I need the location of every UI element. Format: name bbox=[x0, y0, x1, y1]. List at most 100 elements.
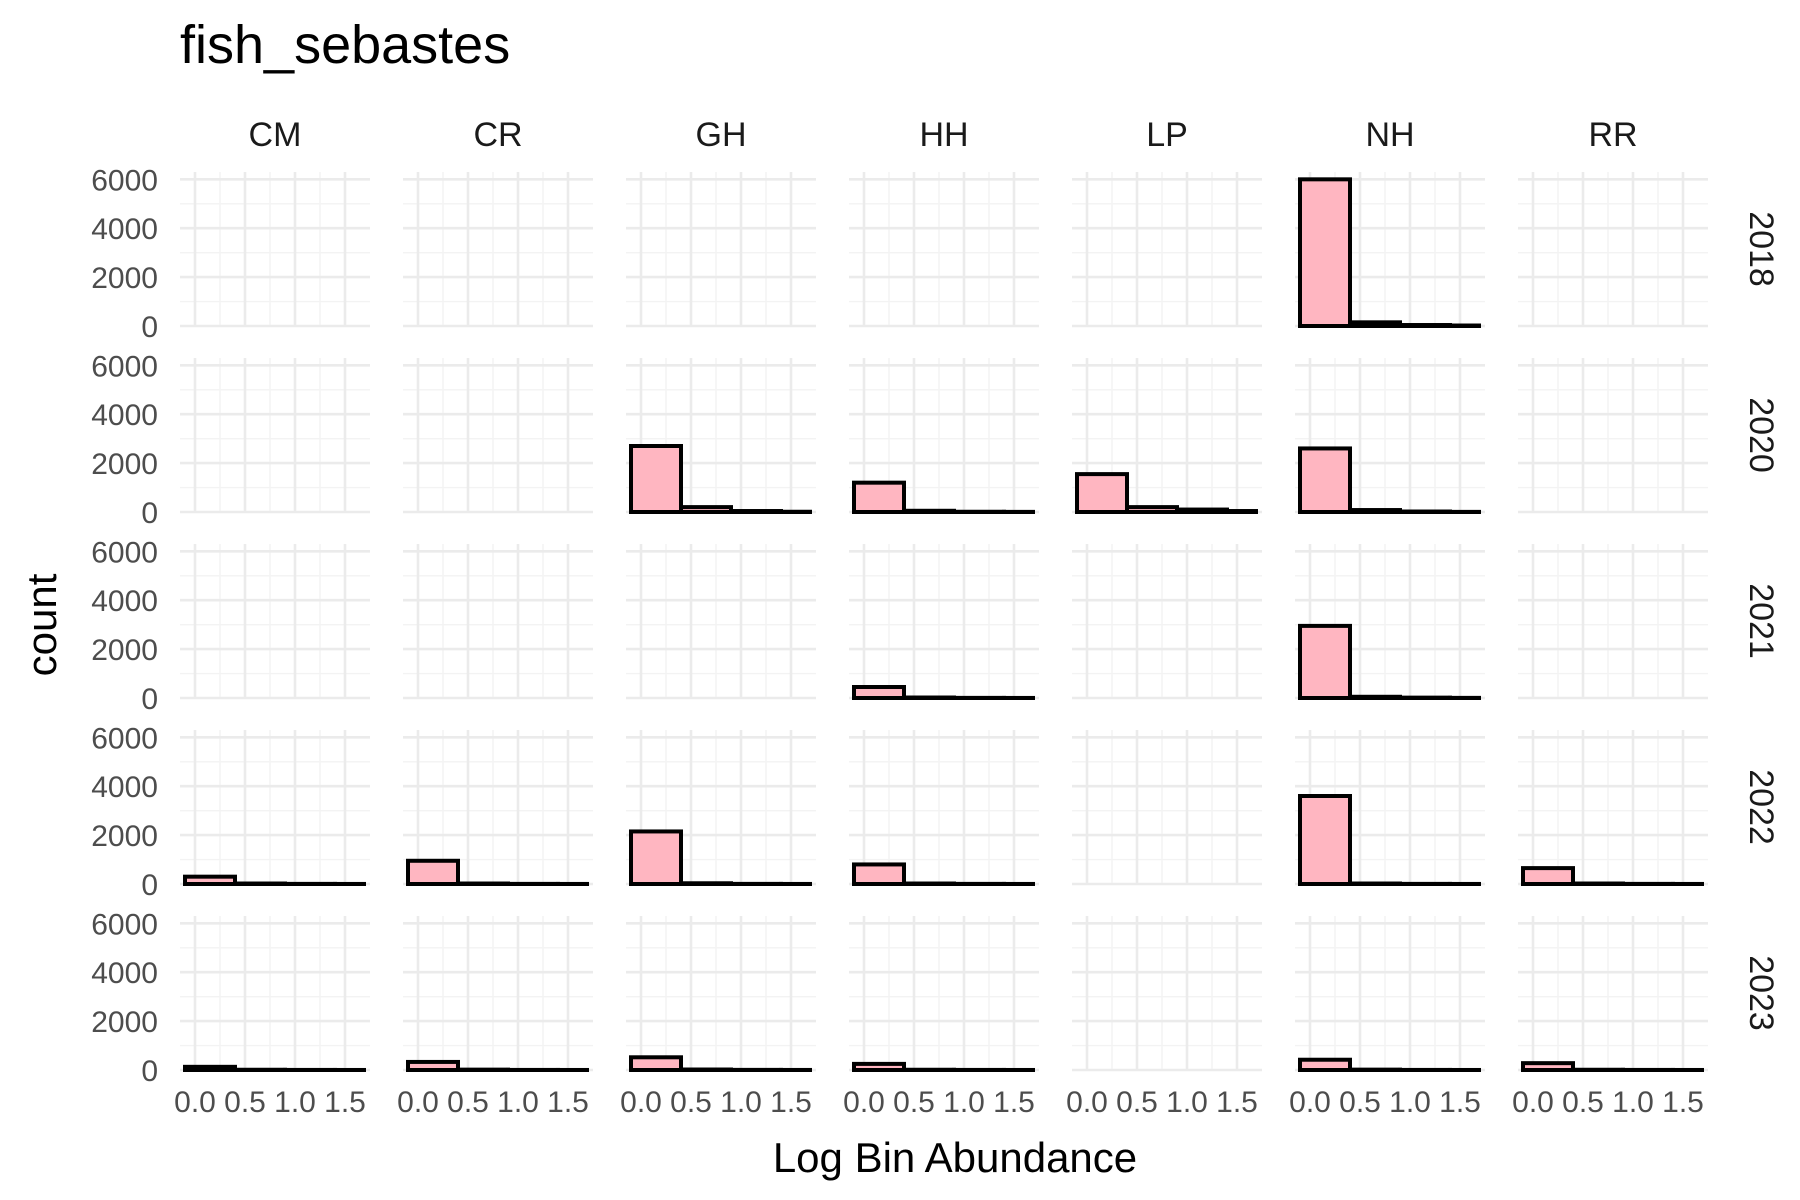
x-tick-label: 0.0 bbox=[1289, 1086, 1331, 1119]
x-tick-label: 0.5 bbox=[893, 1086, 935, 1119]
x-tick-label: 1.0 bbox=[720, 1086, 762, 1119]
y-tick-label: 4000 bbox=[91, 771, 158, 804]
facet-panel bbox=[180, 916, 370, 1072]
facet-panel bbox=[180, 544, 370, 700]
facet-panel bbox=[403, 544, 593, 700]
histogram-bar bbox=[406, 1059, 460, 1073]
y-tick-label: 2000 bbox=[91, 820, 158, 853]
x-tick-label: 0.0 bbox=[397, 1086, 439, 1119]
facet-panel bbox=[180, 172, 370, 328]
histogram-bar bbox=[1298, 794, 1352, 886]
facet-row-label: 2022 bbox=[1742, 769, 1780, 845]
histogram-bar bbox=[679, 505, 733, 515]
histogram-bar bbox=[629, 1055, 683, 1073]
facet-column-label: NH bbox=[1365, 116, 1414, 154]
y-axis-title: count bbox=[18, 573, 65, 676]
facet-column-label: CR bbox=[473, 116, 522, 154]
histogram-bar bbox=[183, 874, 237, 887]
y-tick-label: 4000 bbox=[91, 399, 158, 432]
histogram-bar bbox=[1348, 508, 1402, 514]
facet-column-label: CM bbox=[249, 116, 302, 154]
histogram-bar bbox=[1298, 177, 1352, 328]
x-tick-label: 0.5 bbox=[224, 1086, 266, 1119]
histogram-bar bbox=[629, 829, 683, 887]
facet-panel bbox=[849, 730, 1039, 886]
x-tick-label: 0.5 bbox=[1339, 1086, 1381, 1119]
histogram-bar bbox=[1398, 323, 1452, 328]
x-tick-label: 1.5 bbox=[547, 1086, 589, 1119]
x-tick-label: 1.5 bbox=[1662, 1086, 1704, 1119]
y-tick-label: 4000 bbox=[91, 585, 158, 618]
histogram-bar bbox=[852, 1061, 906, 1073]
histogram-bar bbox=[1175, 507, 1229, 514]
x-tick-label: 1.0 bbox=[1166, 1086, 1208, 1119]
facet-row-label: 2018 bbox=[1742, 211, 1780, 287]
facet-column-label: GH bbox=[696, 116, 747, 154]
facet-row-label: 2021 bbox=[1742, 583, 1780, 659]
histogram-bar bbox=[629, 444, 683, 514]
facet-panel bbox=[1295, 358, 1485, 514]
x-tick-label: 1.0 bbox=[497, 1086, 539, 1119]
histogram-bar bbox=[852, 480, 906, 514]
y-tick-label: 0 bbox=[141, 683, 158, 716]
histogram-bar bbox=[1348, 320, 1402, 329]
histogram-bar bbox=[1521, 866, 1575, 886]
x-tick-label: 1.5 bbox=[1216, 1086, 1258, 1119]
facet-panel bbox=[1518, 358, 1708, 514]
y-tick-label: 0 bbox=[141, 1055, 158, 1088]
facet-column-label: HH bbox=[919, 116, 968, 154]
facet-labels: CM CR GH HH LP NH RR 2018 2020 2021 2022 2023 0 2000 4… bbox=[91, 116, 1780, 1119]
histogram-bar bbox=[183, 1064, 237, 1073]
x-tick-label: 0.0 bbox=[1512, 1086, 1554, 1119]
facet-panel bbox=[1072, 172, 1262, 328]
histogram-bar bbox=[1125, 505, 1179, 515]
facet-panel bbox=[180, 358, 370, 514]
y-tick-label: 2000 bbox=[91, 1006, 158, 1039]
y-tick-label: 2000 bbox=[91, 448, 158, 481]
facet-panel bbox=[1518, 730, 1708, 886]
x-tick-label: 1.5 bbox=[1439, 1086, 1481, 1119]
facet-panel bbox=[403, 916, 593, 1072]
y-tick-label: 6000 bbox=[91, 722, 158, 755]
y-tick-label: 2000 bbox=[91, 262, 158, 295]
x-tick-label: 0.0 bbox=[843, 1086, 885, 1119]
x-tick-label: 1.0 bbox=[1389, 1086, 1431, 1119]
facet-panel bbox=[403, 172, 593, 328]
y-tick-label: 2000 bbox=[91, 634, 158, 667]
x-axis-title: Log Bin Abundance bbox=[773, 1134, 1137, 1181]
y-tick-label: 6000 bbox=[91, 350, 158, 383]
x-tick-label: 1.0 bbox=[1612, 1086, 1654, 1119]
x-tick-label: 1.5 bbox=[770, 1086, 812, 1119]
x-tick-label: 0.5 bbox=[670, 1086, 712, 1119]
facet-panel bbox=[626, 172, 816, 328]
x-tick-label: 0.5 bbox=[1562, 1086, 1604, 1119]
y-tick-label: 6000 bbox=[91, 536, 158, 569]
histogram-bar bbox=[852, 685, 906, 700]
x-tick-label: 0.0 bbox=[1066, 1086, 1108, 1119]
facet-panels bbox=[180, 172, 1708, 1073]
x-tick-label: 0.0 bbox=[620, 1086, 662, 1119]
x-tick-label: 1.0 bbox=[274, 1086, 316, 1119]
histogram-bar bbox=[1521, 1061, 1575, 1072]
facet-panel bbox=[849, 172, 1039, 328]
histogram-bar bbox=[902, 508, 956, 514]
histogram-bar bbox=[729, 509, 783, 514]
facet-panel bbox=[1518, 916, 1708, 1072]
facet-column-label: RR bbox=[1588, 116, 1637, 154]
x-tick-label: 0.5 bbox=[447, 1086, 489, 1119]
facet-panel bbox=[849, 544, 1039, 700]
facet-panel bbox=[849, 916, 1039, 1072]
facet-panel bbox=[403, 358, 593, 514]
histogram-bar bbox=[406, 858, 460, 886]
x-tick-label: 0.0 bbox=[174, 1086, 216, 1119]
histogram-bar bbox=[1298, 446, 1352, 515]
facet-panel bbox=[626, 544, 816, 700]
facet-panel bbox=[1072, 916, 1262, 1072]
y-tick-label: 0 bbox=[141, 869, 158, 902]
histogram-bar bbox=[1348, 694, 1402, 700]
chart-title: fish_sebastes bbox=[180, 15, 510, 75]
facet-panel bbox=[1518, 544, 1708, 700]
histogram-bar bbox=[1225, 509, 1258, 514]
histogram-bar bbox=[679, 881, 733, 886]
